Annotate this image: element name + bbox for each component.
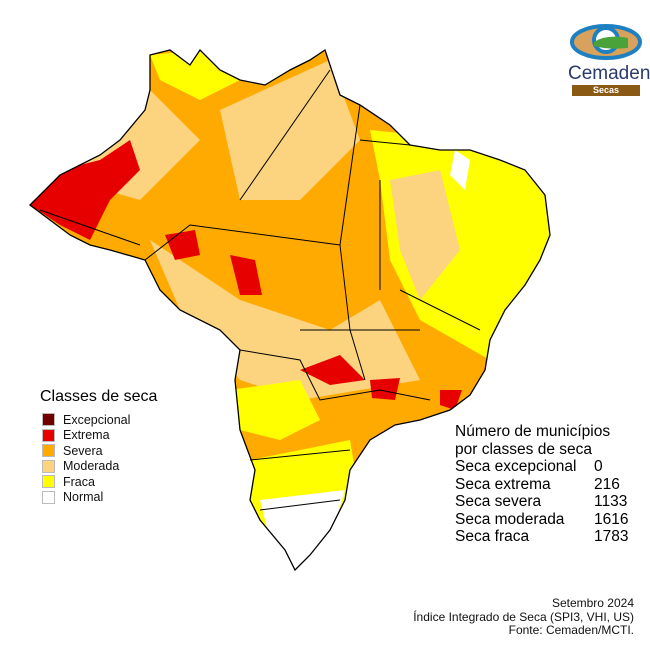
legend-label: Normal <box>63 490 104 505</box>
stats-rows: Seca excepcional 0 Seca extrema 216 Seca sev… <box>455 458 628 546</box>
legend-swatch <box>42 413 55 427</box>
stats-row: Seca fraca 1783 <box>455 528 628 546</box>
legend-label: Excepcional <box>63 412 131 427</box>
eye-logo-icon <box>570 24 642 60</box>
legend-swatch <box>42 459 55 473</box>
region-moderada-north <box>220 60 360 200</box>
municipality-stats: Número de municípios por classes de seca… <box>455 423 628 546</box>
stats-row: Seca moderada 1616 <box>455 511 628 529</box>
legend-label: Extrema <box>63 428 110 443</box>
legend-title: Classes de seca <box>40 388 158 405</box>
stats-title-2: por classes de seca <box>455 440 592 458</box>
logo-subtitle: Secas <box>572 85 640 96</box>
legend-swatch <box>42 444 55 458</box>
legend-label: Fraca <box>63 474 95 489</box>
stats-value: 1783 <box>594 528 629 545</box>
footer: Setembro 2024 Índice Integrado de Seca (… <box>413 596 634 638</box>
cemaden-logo: Cemaden Secas <box>568 20 650 96</box>
legend-item: Excepcional <box>40 412 157 428</box>
legend-swatch <box>42 475 55 489</box>
stats-label: Seca extrema <box>455 475 551 493</box>
stats-label: Seca moderada <box>455 510 565 528</box>
stats-value: 1616 <box>594 510 629 528</box>
footer-index: Índice Integrado de Seca (SPI3, VHI, US) <box>413 609 634 624</box>
legend-label: Moderada <box>63 459 120 474</box>
legend: Classes de seca Excepcional Extrema Severa… <box>40 388 157 505</box>
region-extrema-ms <box>300 355 365 385</box>
stats-label: Seca severa <box>455 493 542 510</box>
stats-title-1: Número de municípios <box>455 423 611 440</box>
region-fraca-roraima <box>150 50 240 100</box>
legend-swatch <box>42 428 55 442</box>
region-moderada-center <box>150 240 420 400</box>
region-extrema-mt <box>230 255 262 295</box>
logo-name: Cemaden <box>568 63 650 84</box>
legend-item: Extrema <box>40 428 157 444</box>
stats-row: Seca extrema 216 <box>455 476 628 494</box>
region-normal-ce <box>450 150 470 190</box>
region-extrema-sp <box>370 378 400 400</box>
stats-label: Seca fraca <box>455 528 530 545</box>
legend-item: Severa <box>40 443 157 459</box>
region-moderada-northeast <box>390 170 460 300</box>
footer-date: Setembro 2024 <box>551 596 634 610</box>
state-borders <box>39 69 481 511</box>
legend-item: Fraca <box>40 474 157 490</box>
footer-source: Fonte: Cemaden/MCTI. <box>508 623 634 637</box>
stats-row: Seca severa 1133 <box>455 493 628 511</box>
stats-value: 216 <box>594 475 620 493</box>
stats-row: Seca excepcional 0 <box>455 458 628 476</box>
stats-value: 0 <box>594 458 603 475</box>
legend-item: Moderada <box>40 459 157 475</box>
legend-item: Normal <box>40 490 157 506</box>
stats-label: Seca excepcional <box>455 458 577 475</box>
legend-label: Severa <box>63 443 103 458</box>
stats-value: 1133 <box>594 493 628 510</box>
region-fraca-southwest <box>230 380 320 440</box>
legend-swatch <box>42 490 55 504</box>
region-extrema-acre <box>30 140 140 240</box>
legend-items: Excepcional Extrema Severa Moderada Fraca Nor… <box>40 412 157 505</box>
